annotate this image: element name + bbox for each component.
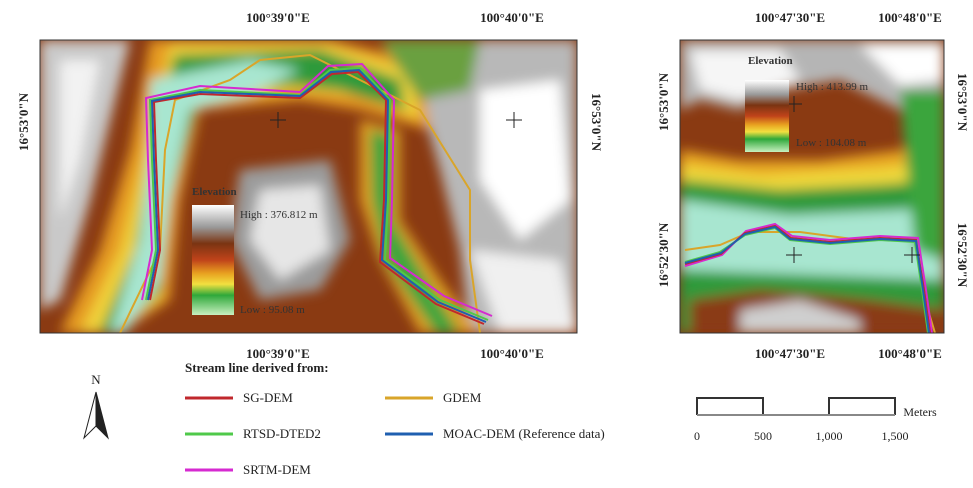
stream-legend: Stream line derived from: SG-DEM GDEM RTSD… xyxy=(185,360,605,477)
coord-label: 100°48'0"E xyxy=(878,10,942,25)
coord-label: 100°39'0"E xyxy=(246,346,310,361)
coord-label: 16°53'0"N xyxy=(656,72,671,131)
north-label: N xyxy=(91,372,101,387)
legend-low: Low : 104.08 m xyxy=(796,137,867,149)
coord-label: 16°53'0"N xyxy=(955,73,970,132)
scale-label: 1,000 xyxy=(816,429,843,443)
legend-label: SRTM-DEM xyxy=(243,462,311,477)
coord-label: 100°47'30"E xyxy=(755,10,825,25)
legend-label: SG-DEM xyxy=(243,390,293,405)
figure: Elevation High : 376.812 m Low : 95.08 m… xyxy=(0,0,973,483)
legend-high: High : 376.812 m xyxy=(240,209,318,221)
elevation-ramp xyxy=(745,80,789,152)
left-map: Elevation High : 376.812 m Low : 95.08 m xyxy=(40,40,577,333)
coord-label: 100°48'0"E xyxy=(878,346,942,361)
coord-label: 100°47'30"E xyxy=(755,346,825,361)
scale-label: 1,500 xyxy=(882,429,909,443)
legend-high: High : 413.99 m xyxy=(796,81,869,93)
scale-label: 0 xyxy=(694,429,700,443)
legend-label: MOAC-DEM (Reference data) xyxy=(443,426,605,441)
scale-unit: Meters xyxy=(903,405,937,419)
coord-label: 16°52'30"N xyxy=(955,223,970,288)
north-arrow: N xyxy=(84,372,108,438)
scale-labels: 0 500 1,000 1,500 Meters xyxy=(694,405,937,443)
coord-label: 16°52'30"N xyxy=(656,222,671,287)
coord-label: 16°53'0"N xyxy=(589,93,604,152)
legend-label: GDEM xyxy=(443,390,482,405)
coord-label: 100°39'0"E xyxy=(246,10,310,25)
coord-label: 100°40'0"E xyxy=(480,10,544,25)
right-map: Elevation High : 413.99 m Low : 104.08 m xyxy=(680,40,944,333)
scale-label: 500 xyxy=(754,429,772,443)
scale-bar xyxy=(697,398,895,415)
legend-low: Low : 95.08 m xyxy=(240,304,305,316)
legend-title: Elevation xyxy=(192,186,237,198)
coord-label: 16°53'0"N xyxy=(16,92,31,151)
coord-label: 100°40'0"E xyxy=(480,346,544,361)
legend-label: RTSD-DTED2 xyxy=(243,426,321,441)
legend-title: Elevation xyxy=(748,55,793,67)
legend-title: Stream line derived from: xyxy=(185,360,329,375)
elevation-ramp xyxy=(192,205,234,315)
